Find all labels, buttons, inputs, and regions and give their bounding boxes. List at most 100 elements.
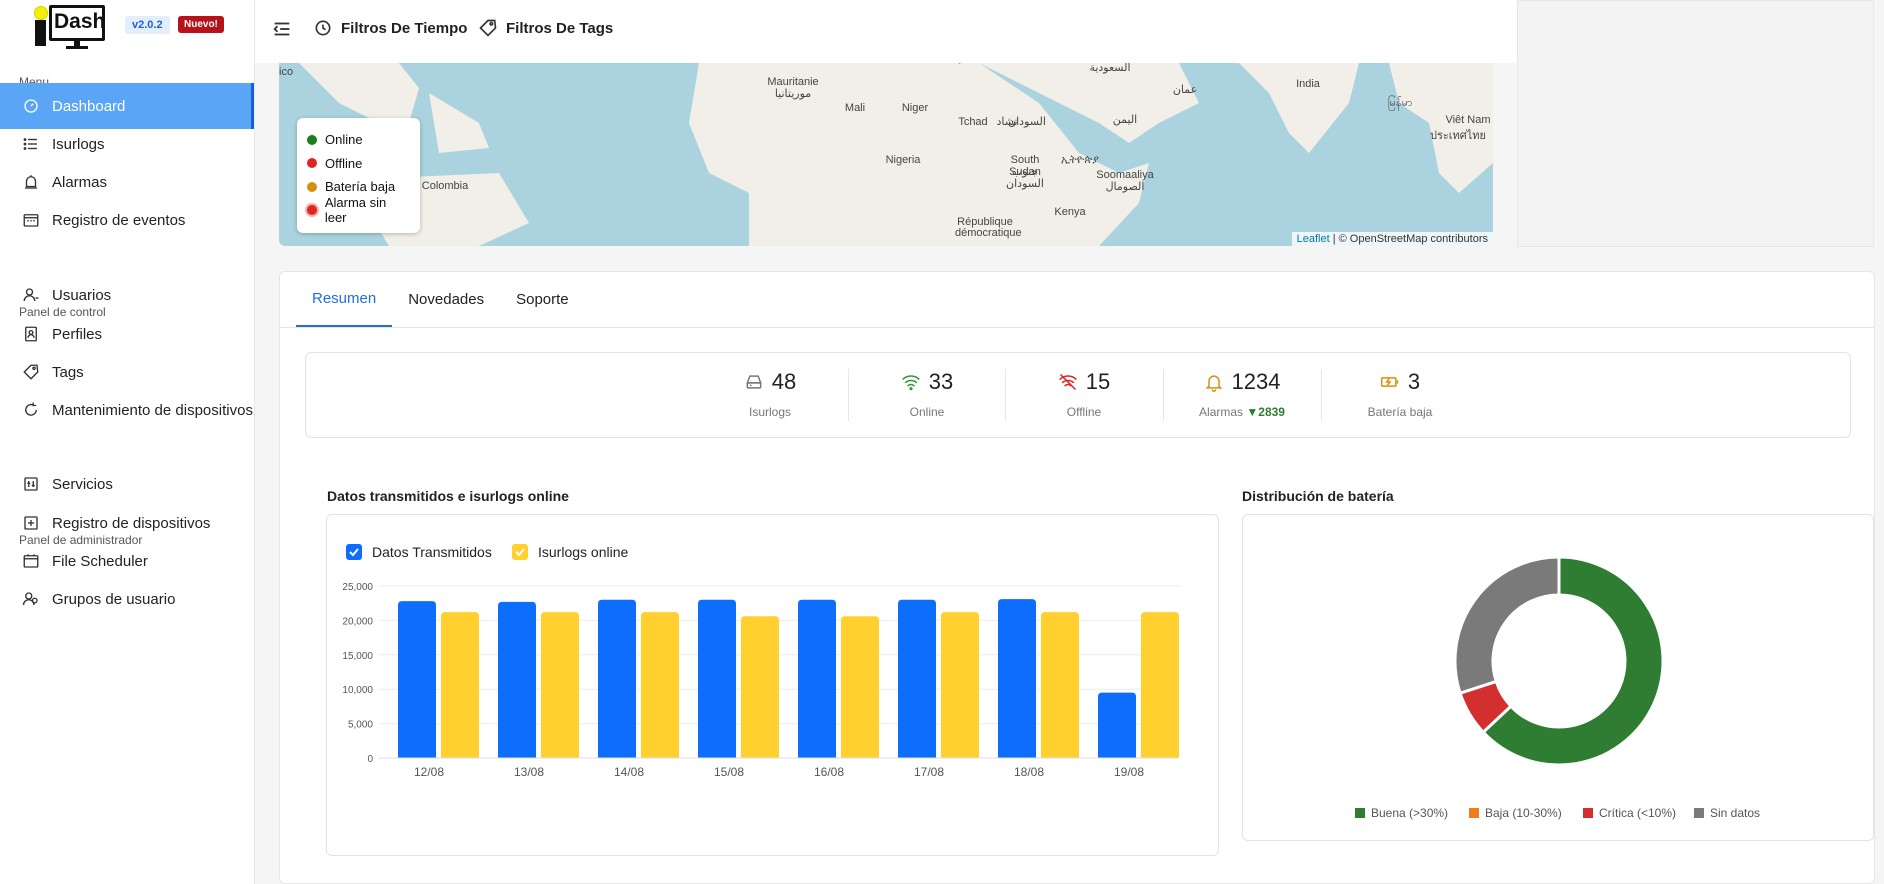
map-place-label: ኢትዮጵያ (1061, 154, 1099, 166)
map-place-label: démocratique (955, 227, 1022, 239)
map-place-label: السعودية (1089, 63, 1131, 74)
bar-datos-16-08 (798, 599, 836, 758)
x-tick-label: 14/08 (614, 765, 644, 779)
tag-icon (479, 19, 497, 37)
y-tick-label: 0 (367, 754, 373, 765)
bar-datos-12-08 (398, 601, 436, 758)
map-place-label: اليمن (1112, 114, 1138, 126)
section-control-panel: Panel de control (19, 305, 106, 319)
sidebar-item-servicios[interactable]: Servicios (0, 461, 254, 507)
map-place-label: Soomaaliya (1096, 169, 1154, 181)
x-tick-label: 13/08 (514, 765, 544, 779)
tab-resumen[interactable]: Resumen (296, 272, 393, 327)
tab-soporte[interactable]: Soporte (516, 291, 569, 308)
sidebar-item-grupos-de-usuario[interactable]: Grupos de usuario (0, 576, 254, 622)
list-icon (23, 138, 37, 150)
sidebar-item-alarmas[interactable]: Alarmas (0, 159, 254, 205)
bell-icon (1205, 375, 1222, 392)
tab-novedades[interactable]: Novedades (408, 291, 485, 308)
stat-offline: 15 Offline (1006, 369, 1162, 419)
x-tick-label: 18/08 (1014, 765, 1044, 779)
logo-text: Dash (49, 5, 105, 41)
donut-legend-item[interactable]: Buena (>30%) (1355, 806, 1448, 820)
tag-filter-button[interactable]: Filtros De Tags (478, 18, 613, 38)
map-place-label: جنوب السودان (1006, 166, 1044, 190)
sidebar-item-registro-de-dispositivos[interactable]: Registro de dispositivos (0, 500, 254, 546)
map-legend: Online Offline Batería baja Alarma sin leer (297, 118, 420, 233)
map-place-label: Libya (927, 63, 987, 64)
sidebar-item-label: Isurlogs (52, 135, 105, 153)
bar-isurlogs-18-08 (1041, 612, 1079, 758)
donut-legend-item[interactable]: Baja (10-30%) (1469, 806, 1562, 820)
tab-bar: Resumen Novedades Soporte (296, 272, 585, 327)
map-place-label: Niger (901, 102, 929, 114)
legend-toggle-isurlogs[interactable]: Isurlogs online (512, 544, 628, 560)
refresh-icon (25, 402, 37, 416)
map-place-label: موريتانيا (774, 88, 812, 100)
legend-item-offline: Offline (307, 152, 410, 176)
wifi-off-icon (1058, 373, 1077, 391)
legend-toggle-datos[interactable]: Datos Transmitidos (346, 544, 492, 560)
status-dot-icon (307, 181, 317, 192)
sidebar-item-label: Registro de eventos (52, 211, 186, 229)
wifi-icon (901, 375, 920, 391)
calendar-events-icon (23, 214, 39, 227)
donut-legend-item[interactable]: Sin datos (1694, 806, 1760, 820)
donut-legend-item[interactable]: Crítica (<10%) (1583, 806, 1676, 820)
dashboard-icon (24, 99, 38, 113)
bar-isurlogs-14-08 (641, 612, 679, 758)
map-place-label: Viêt Nam (1445, 114, 1491, 126)
sidebar-item-label: Grupos de usuario (52, 590, 176, 608)
map-place-label: ประเทศไทย (1429, 130, 1487, 142)
collapse-menu-icon[interactable] (271, 18, 293, 40)
sidebar-item-mantenimiento-de-dispositivos[interactable]: Mantenimiento de dispositivos (0, 387, 254, 433)
x-tick-label: 17/08 (914, 765, 944, 779)
status-dot-icon (307, 158, 317, 169)
sidebar-item-usuarios[interactable]: Usuarios (0, 272, 254, 318)
sidebar-item-registro-de-eventos[interactable]: Registro de eventos (0, 197, 254, 243)
donut-slice-0[interactable] (1481, 555, 1665, 767)
legend-swatch (1355, 808, 1365, 818)
bar-isurlogs-16-08 (841, 616, 879, 758)
sidebar-item-perfiles[interactable]: Perfiles (0, 311, 254, 357)
stat-alarmas: 1234 Alarmas ▼2839 (1164, 369, 1320, 419)
map-place-label: မြန်မာ (1387, 97, 1413, 109)
x-tick-label: 12/08 (414, 765, 444, 779)
leaflet-link[interactable]: Leaflet (1296, 233, 1330, 245)
device-icon (746, 375, 762, 389)
map-place-label: تشاد (996, 116, 1018, 128)
sidebar-item-label: Usuarios (52, 286, 112, 304)
section-admin-panel: Panel de administrador (19, 533, 143, 547)
map-place-label: عمان (1172, 84, 1198, 96)
stat-value: 1234 (1231, 369, 1281, 394)
app-logo[interactable]: Dash (30, 2, 110, 50)
stat-value: 15 (1085, 369, 1111, 394)
map-place-label: السودان (1008, 116, 1046, 128)
legend-item-batería-baja: Batería baja (307, 175, 410, 199)
sidebar-item-isurlogs[interactable]: Isurlogs (0, 121, 254, 167)
user-group-icon (22, 592, 38, 606)
new-badge[interactable]: Nuevo! (178, 16, 224, 33)
sidebar-item-label: Alarmas (52, 173, 108, 191)
sliders-icon (24, 477, 38, 491)
sidebar-item-label: Registro de dispositivos (52, 514, 211, 532)
legend-swatch (1694, 808, 1704, 818)
version-badge: v2.0.2 (125, 16, 170, 34)
status-dot-icon (307, 134, 317, 145)
map-place-label: Nigeria (885, 154, 921, 166)
donut-slice-3[interactable] (1453, 555, 1561, 696)
y-tick-label: 25,000 (342, 582, 373, 593)
clock-history-icon (315, 20, 331, 36)
map-place-label: India (1296, 78, 1320, 90)
donut-chart (1453, 555, 1665, 767)
checkbox-icon (512, 544, 528, 560)
sidebar-item-dashboard[interactable]: Dashboard (0, 83, 254, 129)
profile-doc-icon (25, 326, 37, 342)
x-tick-label: 16/08 (814, 765, 844, 779)
sidebar-item-file-scheduler[interactable]: File Scheduler (0, 538, 254, 584)
sidebar-item-tags[interactable]: Tags (0, 349, 254, 395)
summary-card: Resumen Novedades Soporte 48 Isurlogs 33 Onli… (279, 271, 1875, 884)
time-filter-button[interactable]: Filtros De Tiempo (313, 18, 467, 38)
map-place-label: South Sudan (1009, 154, 1041, 178)
